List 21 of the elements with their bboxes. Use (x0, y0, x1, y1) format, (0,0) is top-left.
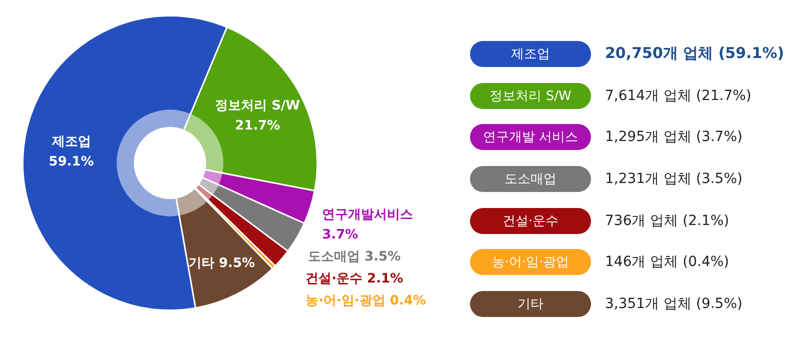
text: 3,351개 업체 (9.5%) (605, 294, 742, 313)
legend-label: 정보처리 S/W (490, 88, 572, 105)
legend-label: 연구개발 서비스 (482, 129, 578, 146)
legend-label: 도소매업 (504, 170, 556, 188)
data-label: 정보처리 S/W 21.7% (215, 98, 300, 134)
data-label: 농·어·임·광업 0.4% (306, 294, 426, 309)
text: 1,231개 업체 (3.5%) (605, 170, 742, 188)
text: 736개 업체 (2.1%) (605, 212, 730, 230)
legend-label: 농·어·임·광업 (492, 254, 570, 272)
data-label: 기타 9.5% (188, 256, 255, 272)
legend-label: 제조업 (511, 46, 550, 63)
text: 20,750개 업체 (59.1%) (605, 44, 784, 64)
data-label: 제조업 59.1% (48, 134, 94, 170)
data-label: 연구개발서비스 3.7% (322, 208, 414, 243)
text: 7,614개 업체 (21.7%) (605, 86, 752, 105)
data-label: 도소매업 3.5% (308, 250, 401, 265)
text: 146개 업체 (0.4%) (605, 253, 730, 272)
legend-label: 기타 (518, 296, 544, 313)
data-label: 건설·운수 2.1% (306, 272, 404, 287)
legend-label: 건설·운수 (502, 212, 559, 230)
text: 1,295개 업체 (3.7%) (605, 128, 742, 146)
